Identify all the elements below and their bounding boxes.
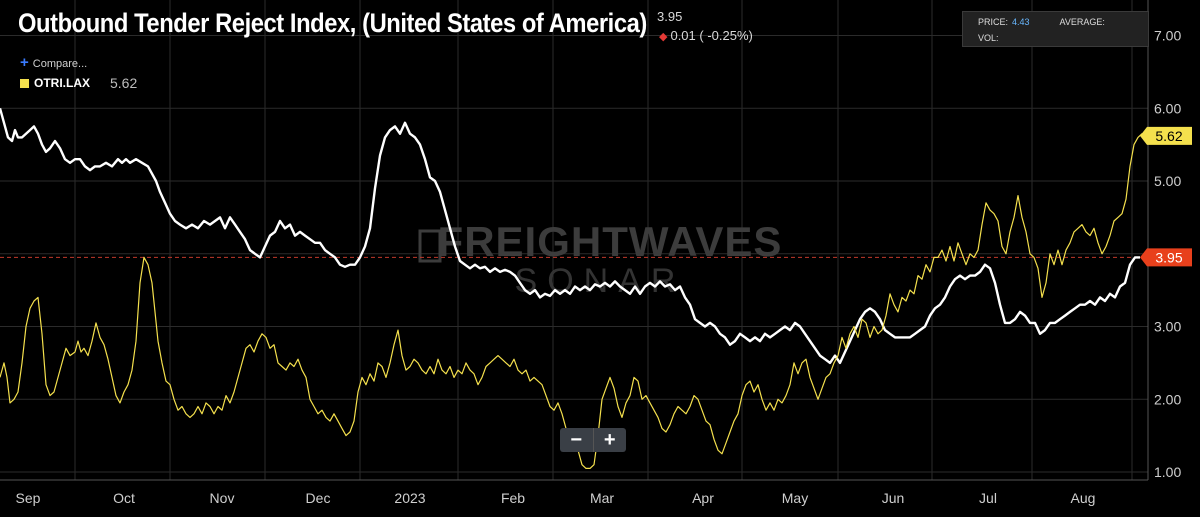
x-tick-label: Aug (1071, 490, 1096, 506)
legend-item-otri-lax[interactable]: OTRI.LAX 5.62 (20, 75, 137, 91)
series-line-usa (0, 107, 1140, 365)
y-tick-label: 6.00 (1154, 100, 1181, 116)
badge-otri-lax-shape (1140, 126, 1192, 145)
legend-value: 5.62 (110, 75, 138, 91)
x-tick-label: 2023 (394, 490, 425, 506)
x-tick-label: Oct (113, 490, 135, 506)
change-value: 0.01 ( -0.25%) (670, 28, 753, 43)
compare-button[interactable]: + Compare... (20, 54, 87, 71)
zoom-divider (592, 428, 594, 452)
x-tick-label: Mar (590, 490, 614, 506)
legend-swatch (20, 78, 29, 88)
y-tick-label: 1.00 (1154, 464, 1181, 480)
last-value: 3.95 (657, 9, 683, 24)
x-tick-label: May (782, 490, 808, 506)
x-tick-label: Apr (692, 490, 714, 506)
price-value: 4.43 (1012, 17, 1030, 27)
y-tick-label: 7.00 (1154, 28, 1181, 44)
change-indicator: ◆ 0.01 ( -0.25%) (659, 28, 753, 43)
x-tick-label: Jul (979, 490, 997, 506)
chart-title: Outbound Tender Reject Index, (United St… (18, 8, 647, 38)
x-tick-label: Sep (16, 490, 41, 506)
plus-icon: + (20, 54, 29, 71)
y-tick-label: 5.00 (1154, 173, 1181, 189)
down-arrow-icon: ◆ (659, 31, 668, 43)
crosshair-info-box: PRICE: 4.43 AVERAGE: VOL: (962, 11, 1149, 47)
badge-usa-label: 3.95 (1155, 249, 1182, 265)
badge-usa-shape (1140, 248, 1192, 267)
legend-name: OTRI.LAX (34, 76, 90, 90)
zoom-controls: − + (560, 428, 626, 452)
series-line-otri-lax (0, 133, 1150, 469)
x-tick-label: Feb (501, 490, 525, 506)
vol-label: VOL: (978, 33, 999, 43)
y-tick-label: 3.00 (1154, 319, 1181, 335)
watermark-freightwaves: FREIGHTWAVES (438, 218, 783, 265)
compare-label: Compare... (32, 58, 88, 70)
x-tick-label: Jun (882, 490, 905, 506)
zoom-in-button[interactable]: + (603, 428, 616, 451)
y-tick-label: 2.00 (1154, 391, 1181, 407)
price-label: PRICE: (978, 17, 1009, 27)
x-tick-label: Nov (210, 490, 235, 506)
badge-otri-lax-label: 5.62 (1155, 128, 1182, 144)
average-label: AVERAGE: (1059, 17, 1105, 27)
x-tick-label: Dec (306, 490, 331, 506)
zoom-out-button[interactable]: − (570, 428, 583, 451)
watermark-logo-icon (418, 229, 442, 263)
watermark-sonar: SONAR (515, 262, 686, 300)
